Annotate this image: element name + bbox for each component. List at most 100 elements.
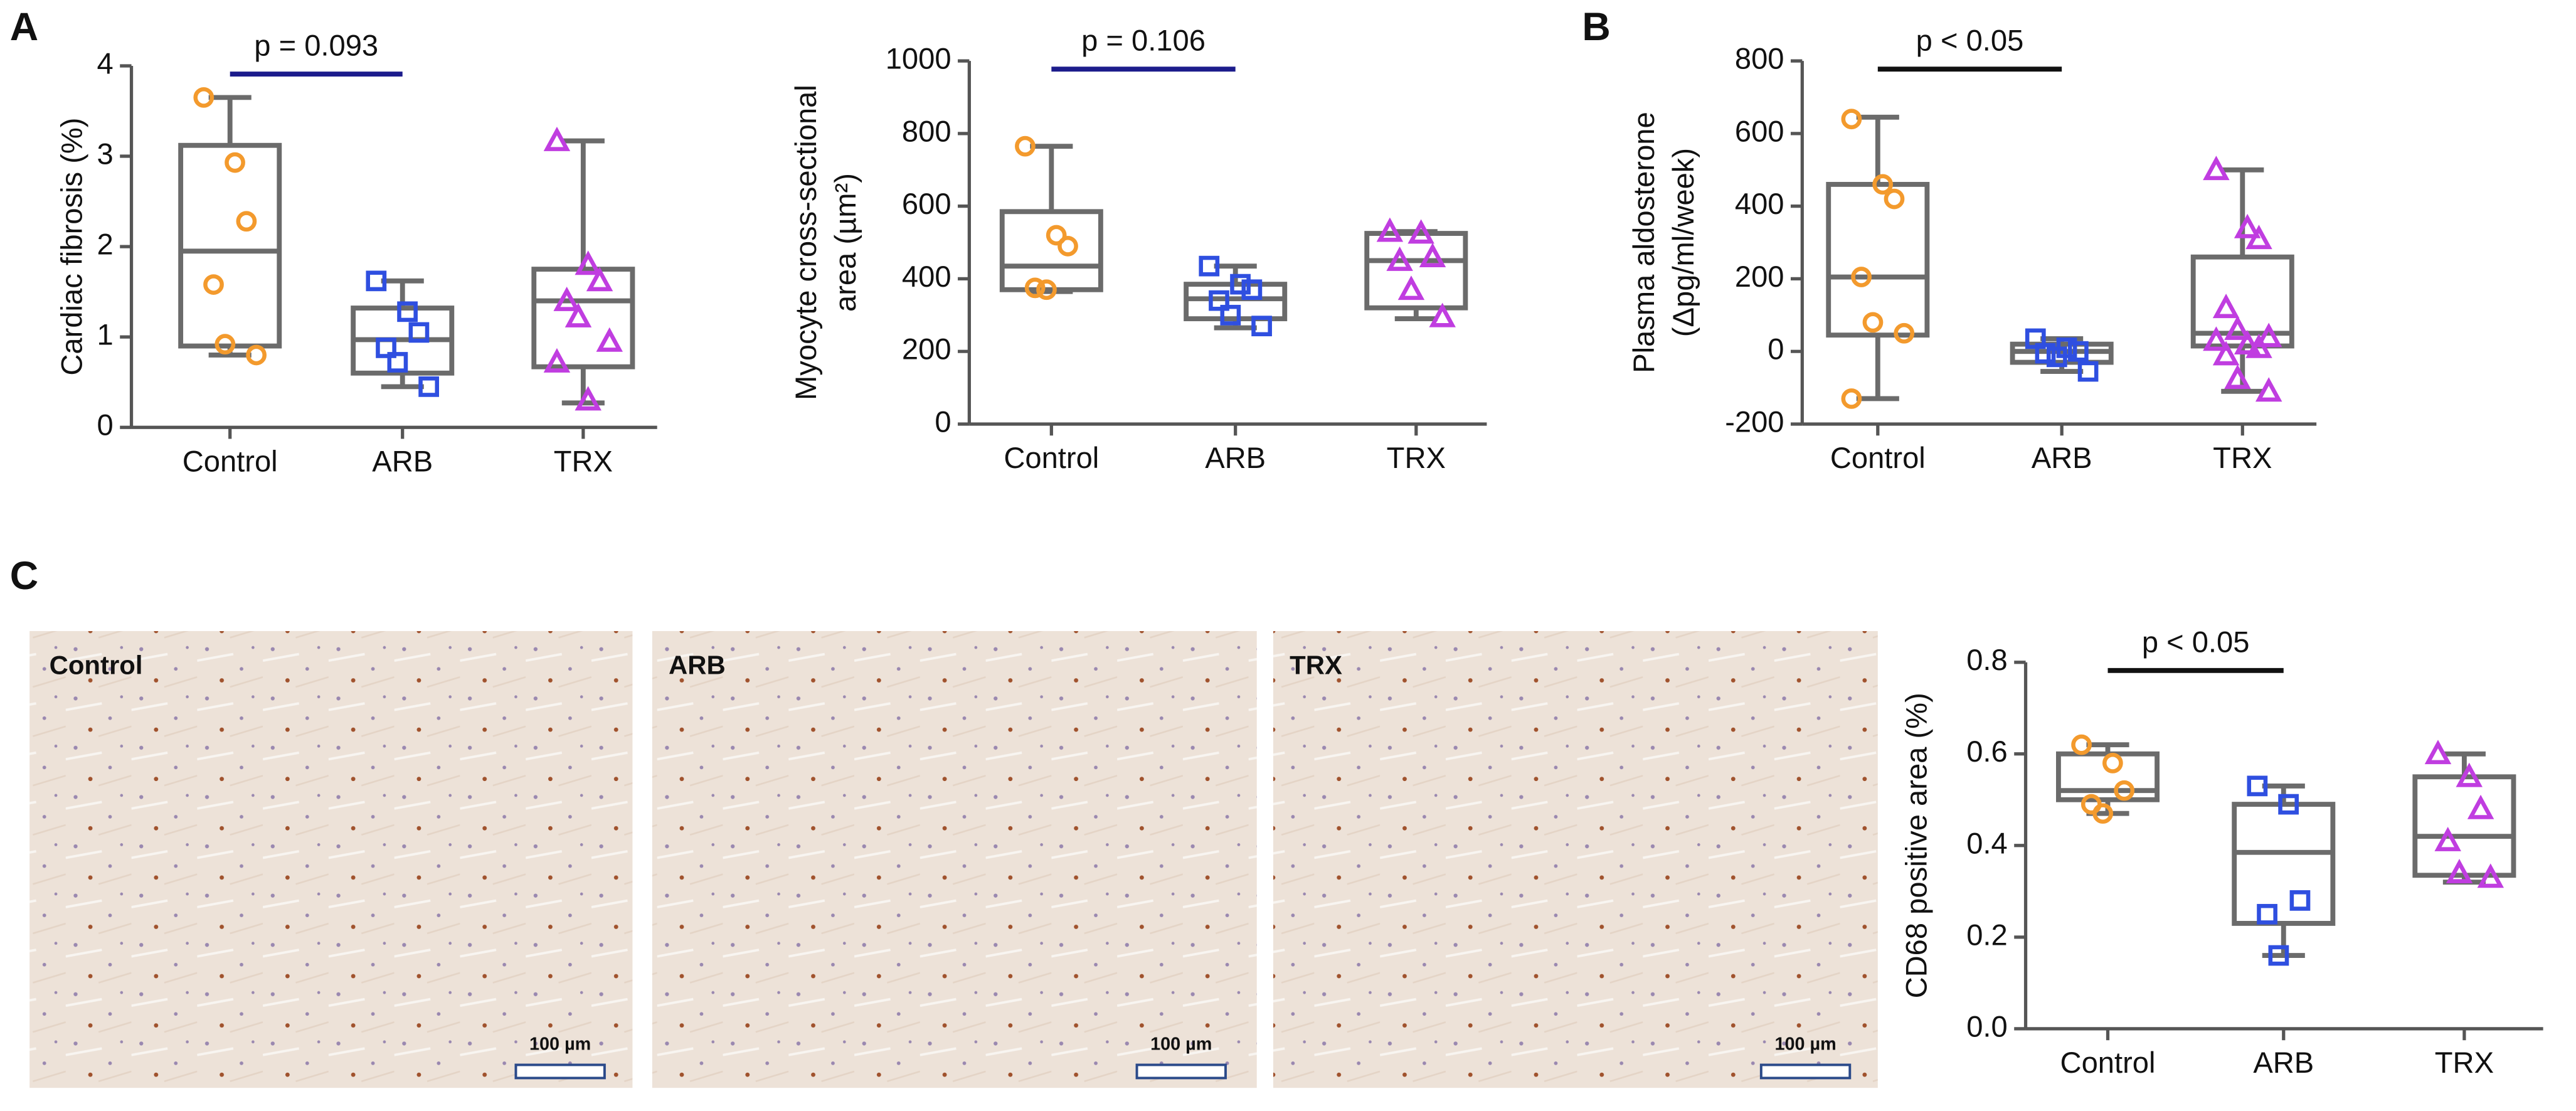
point xyxy=(2467,794,2494,819)
point xyxy=(1376,217,1404,242)
point xyxy=(564,302,592,327)
point xyxy=(543,348,571,373)
y-tick-label: 200 xyxy=(1735,260,1784,293)
y-axis-label: (Δpg/ml/week) xyxy=(1667,148,1700,337)
point xyxy=(575,386,602,411)
point xyxy=(2212,294,2240,319)
tissue-image xyxy=(29,630,633,1088)
point xyxy=(2456,762,2483,787)
x-tick-label: Control xyxy=(183,444,278,477)
chart: 0 1 2 3 4 Cardiac fibrosis (%) Control ARB TRX p … xyxy=(55,29,657,477)
y-tick-label: 0.2 xyxy=(1966,918,2008,951)
scale-bar-label: 100 µm xyxy=(1774,1034,1836,1055)
y-tick-label: 3 xyxy=(97,137,114,170)
point xyxy=(2234,330,2261,354)
box xyxy=(999,209,1103,292)
y-tick-label: 0 xyxy=(97,408,114,442)
point xyxy=(2071,734,2092,755)
point xyxy=(575,250,602,275)
point xyxy=(2067,341,2089,362)
x-tick-label: ARB xyxy=(1205,441,1266,474)
point xyxy=(1841,388,1862,409)
point xyxy=(1199,255,1220,277)
chart: 0 200 400 600 800 1000 Myocyte cross-sectional… xyxy=(789,24,1487,474)
point xyxy=(193,87,215,108)
point xyxy=(236,211,257,232)
point xyxy=(1407,219,1434,244)
x-tick-label: ARB xyxy=(2032,441,2092,474)
point xyxy=(2092,803,2114,824)
point xyxy=(2434,826,2461,851)
point xyxy=(2224,315,2251,340)
point xyxy=(2245,333,2272,358)
micrograph-label: TRX xyxy=(1290,651,1342,680)
micrograph: TRX 100 µm xyxy=(1273,630,1878,1088)
point xyxy=(1241,279,1263,300)
scale-bar xyxy=(1135,1063,1227,1080)
point xyxy=(1386,246,1413,271)
x-tick-label: ARB xyxy=(372,444,433,477)
point xyxy=(1419,243,1446,268)
panel-label: C xyxy=(10,554,38,598)
point xyxy=(553,286,580,311)
y-axis-label: Cardiac fibrosis (%) xyxy=(55,118,88,376)
point xyxy=(1841,109,1862,130)
point xyxy=(2203,326,2230,351)
x-tick-label: TRX xyxy=(554,444,613,477)
point xyxy=(1872,174,1894,195)
point xyxy=(2046,346,2067,368)
point xyxy=(376,338,396,358)
y-tick-label: -200 xyxy=(1725,405,1784,438)
point xyxy=(2446,859,2473,883)
point xyxy=(2212,341,2240,366)
point xyxy=(418,376,439,397)
x-tick-label: ARB xyxy=(2253,1046,2314,1079)
panel-label: B xyxy=(1582,5,1610,49)
y-axis-label: Plasma aldosterone xyxy=(1627,112,1660,373)
point xyxy=(2255,377,2282,402)
point xyxy=(2247,775,2268,797)
x-tick-label: TRX xyxy=(2435,1046,2494,1079)
y-tick-label: 0 xyxy=(1768,332,1784,366)
tissue-image xyxy=(652,630,1257,1088)
point xyxy=(1862,312,1884,333)
box xyxy=(2232,802,2336,926)
significance-label: p < 0.05 xyxy=(1916,24,2024,57)
y-tick-label: 0.0 xyxy=(1966,1009,2008,1043)
micrograph: Control 100 µm xyxy=(29,630,633,1088)
point xyxy=(225,152,245,173)
point xyxy=(2289,890,2311,911)
point xyxy=(2114,780,2135,801)
x-tick-label: Control xyxy=(1004,441,1099,474)
point xyxy=(366,270,387,292)
point xyxy=(246,344,267,366)
point xyxy=(387,352,408,373)
y-tick-label: 0 xyxy=(935,405,951,438)
point xyxy=(2224,364,2251,389)
significance-label: p = 0.106 xyxy=(1081,24,1206,57)
point xyxy=(2255,322,2282,348)
y-tick-label: 0.6 xyxy=(1966,735,2008,768)
panel-label: A xyxy=(10,5,38,49)
point xyxy=(408,322,430,343)
x-tick-label: Control xyxy=(1830,441,1926,474)
chart: 0.0 0.2 0.4 0.6 0.8 CD68 positive area (%) Con… xyxy=(1900,625,2543,1079)
x-tick-label: Control xyxy=(2060,1046,2156,1079)
y-tick-label: 1 xyxy=(97,318,114,351)
point xyxy=(1230,274,1251,295)
y-tick-label: 400 xyxy=(902,260,951,293)
y-tick-label: 0.8 xyxy=(1966,643,2008,676)
point xyxy=(543,126,571,151)
point xyxy=(2424,740,2452,765)
point xyxy=(1024,277,1046,299)
y-tick-label: 0.4 xyxy=(1966,826,2008,859)
point xyxy=(2077,361,2099,382)
point xyxy=(1894,322,1915,344)
point xyxy=(1851,267,1872,287)
y-tick-label: 2 xyxy=(97,228,114,261)
micrograph-label: ARB xyxy=(669,651,726,680)
point xyxy=(397,301,418,322)
micrograph: ARB 100 µm xyxy=(652,630,1257,1088)
